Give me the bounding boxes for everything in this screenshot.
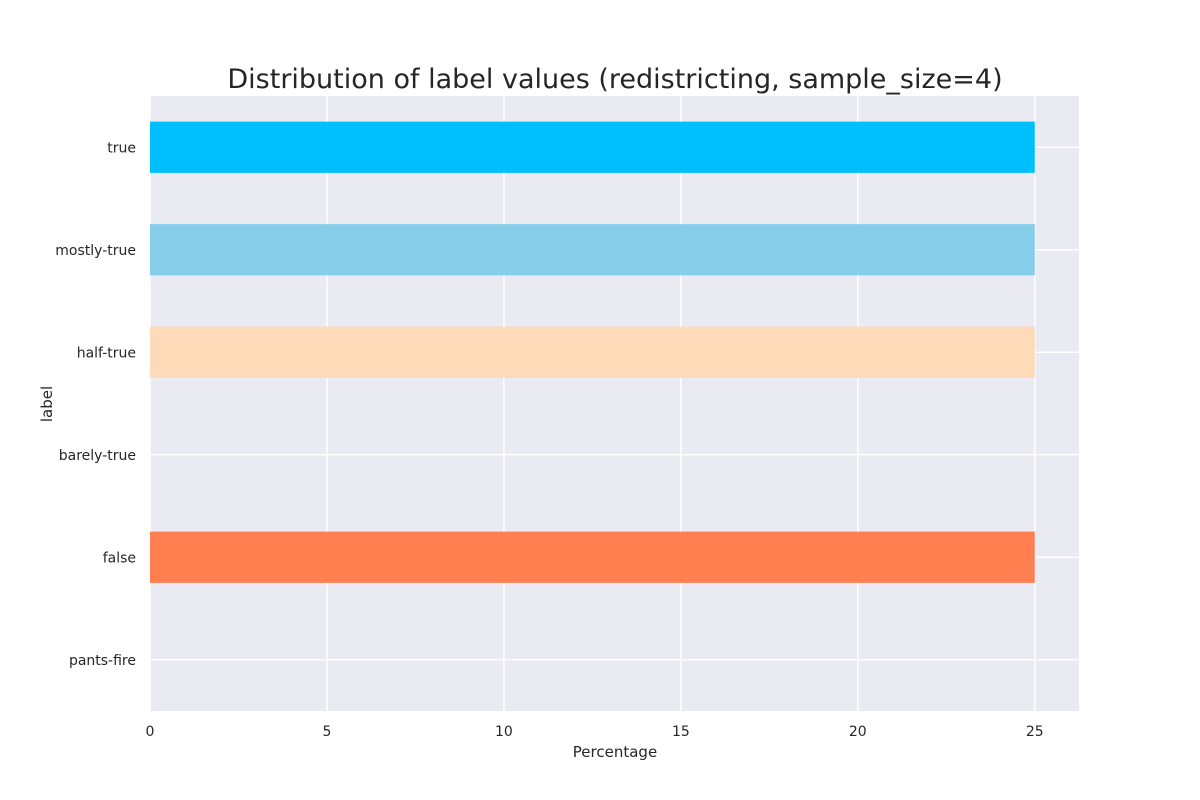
y-tick-label: barely-true bbox=[59, 448, 136, 464]
x-tick-label: 10 bbox=[495, 724, 513, 740]
bar-mostly-true bbox=[150, 224, 1035, 276]
x-tick-labels: 0 5 10 15 20 25 bbox=[146, 724, 1044, 740]
x-tick-label: 0 bbox=[146, 724, 155, 740]
x-axis-label: Percentage bbox=[573, 743, 657, 761]
y-tick-label: true bbox=[107, 140, 136, 156]
bars bbox=[150, 121, 1035, 583]
plot-area bbox=[150, 96, 1079, 711]
x-tick-label: 15 bbox=[672, 724, 690, 740]
y-tick-label: mostly-true bbox=[55, 243, 136, 259]
x-tick-label: 20 bbox=[849, 724, 867, 740]
x-tick-label: 5 bbox=[322, 724, 331, 740]
bar-false bbox=[150, 531, 1035, 583]
y-tick-label: half-true bbox=[77, 345, 136, 361]
y-tick-label: pants-fire bbox=[69, 653, 136, 669]
bar-true bbox=[150, 121, 1035, 173]
chart-title: Distribution of label values (redistrict… bbox=[227, 64, 1002, 95]
y-axis-label: label bbox=[38, 386, 56, 422]
y-tick-label: false bbox=[103, 550, 136, 566]
x-tick-label: 25 bbox=[1026, 724, 1044, 740]
bar-half-true bbox=[150, 326, 1035, 378]
y-tick-labels: true mostly-true half-true barely-true false… bbox=[55, 140, 136, 669]
